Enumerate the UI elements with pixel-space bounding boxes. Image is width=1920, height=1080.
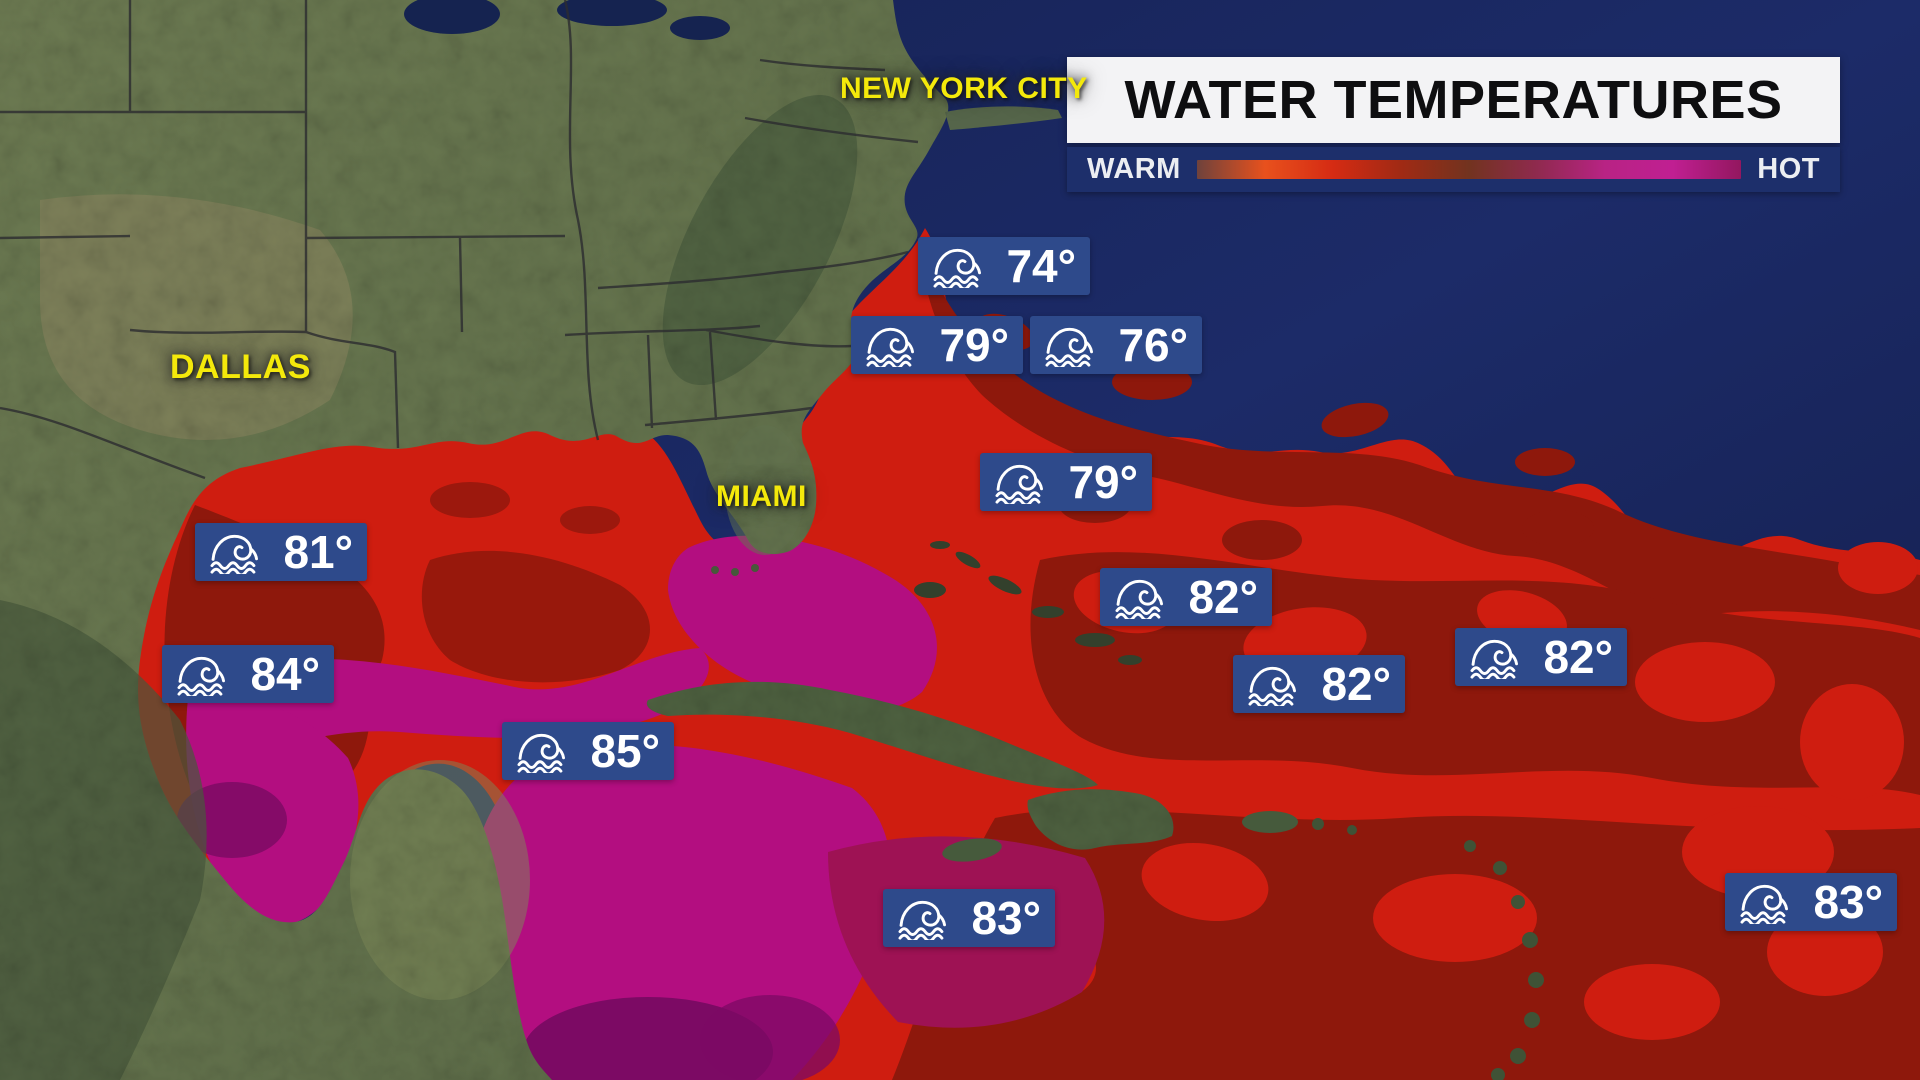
sst-overlay	[119, 228, 1920, 1080]
wave-icon	[517, 733, 565, 773]
water-temp-value: 79°	[1068, 456, 1138, 508]
islands-lesser-antilles	[1312, 818, 1544, 1080]
water-temp-value: 74°	[1006, 240, 1076, 292]
water-temp-value: 82°	[1321, 658, 1391, 710]
legend-warm-label: WARM	[1087, 153, 1181, 185]
sst-region-darkred-midgulf	[421, 550, 650, 683]
temperature-legend: WARM HOT	[1067, 147, 1840, 192]
state-borders	[0, 0, 919, 480]
water-temp-badge: 79°	[851, 316, 1023, 374]
wave-icon	[898, 900, 946, 940]
water-temp-value: 82°	[1188, 571, 1258, 623]
wave-icon	[1045, 327, 1093, 367]
city-label: MIAMI	[716, 480, 807, 513]
wave-icon	[995, 464, 1043, 504]
water-temp-value: 83°	[971, 892, 1041, 944]
legend-gradient	[1196, 160, 1742, 179]
water-temp-badge: 79°	[980, 453, 1152, 511]
water-temp-badge: 82°	[1455, 628, 1627, 686]
island-jamaica	[942, 838, 1002, 862]
island-puerto-rico	[1242, 811, 1298, 833]
water-temp-badge: 84°	[162, 645, 334, 703]
water-temp-badge: 82°	[1100, 568, 1272, 626]
great-lakes	[404, 0, 730, 40]
water-temp-badge: 83°	[883, 889, 1055, 947]
water-temp-value: 82°	[1543, 631, 1613, 683]
water-temp-badge: 82°	[1233, 655, 1405, 713]
page-title: WATER TEMPERATURES	[1124, 70, 1783, 130]
legend-hot-label: HOT	[1757, 153, 1820, 185]
water-temp-value: 79°	[939, 319, 1009, 371]
water-temp-badge: 83°	[1725, 873, 1897, 931]
city-label: DALLAS	[170, 348, 311, 386]
water-temp-badge: 76°	[1030, 316, 1202, 374]
water-temp-value: 81°	[283, 526, 353, 578]
city-label: NEW YORK CITY	[840, 72, 1088, 105]
title-panel: WATER TEMPERATURES	[1067, 57, 1840, 143]
wave-icon	[1470, 639, 1518, 679]
wave-icon	[1248, 666, 1296, 706]
water-temp-badge: 85°	[502, 722, 674, 780]
sst-red-patches	[1008, 542, 1918, 1040]
islands-bahamas	[914, 541, 1142, 665]
islands-florida-keys	[711, 564, 759, 576]
wave-icon	[1740, 884, 1788, 924]
wave-icon	[866, 327, 914, 367]
sst-region-darkred-fringe	[925, 262, 1920, 630]
water-temp-value: 85°	[590, 725, 660, 777]
island-long-island	[945, 106, 1062, 130]
wave-icon	[177, 656, 225, 696]
wave-icon	[210, 534, 258, 574]
water-temp-value: 83°	[1813, 876, 1883, 928]
water-temp-value: 76°	[1118, 319, 1188, 371]
water-temp-badge: 74°	[918, 237, 1090, 295]
wave-icon	[1115, 579, 1163, 619]
water-temp-value: 84°	[250, 648, 320, 700]
water-temp-badge: 81°	[195, 523, 367, 581]
wave-icon	[933, 248, 981, 288]
